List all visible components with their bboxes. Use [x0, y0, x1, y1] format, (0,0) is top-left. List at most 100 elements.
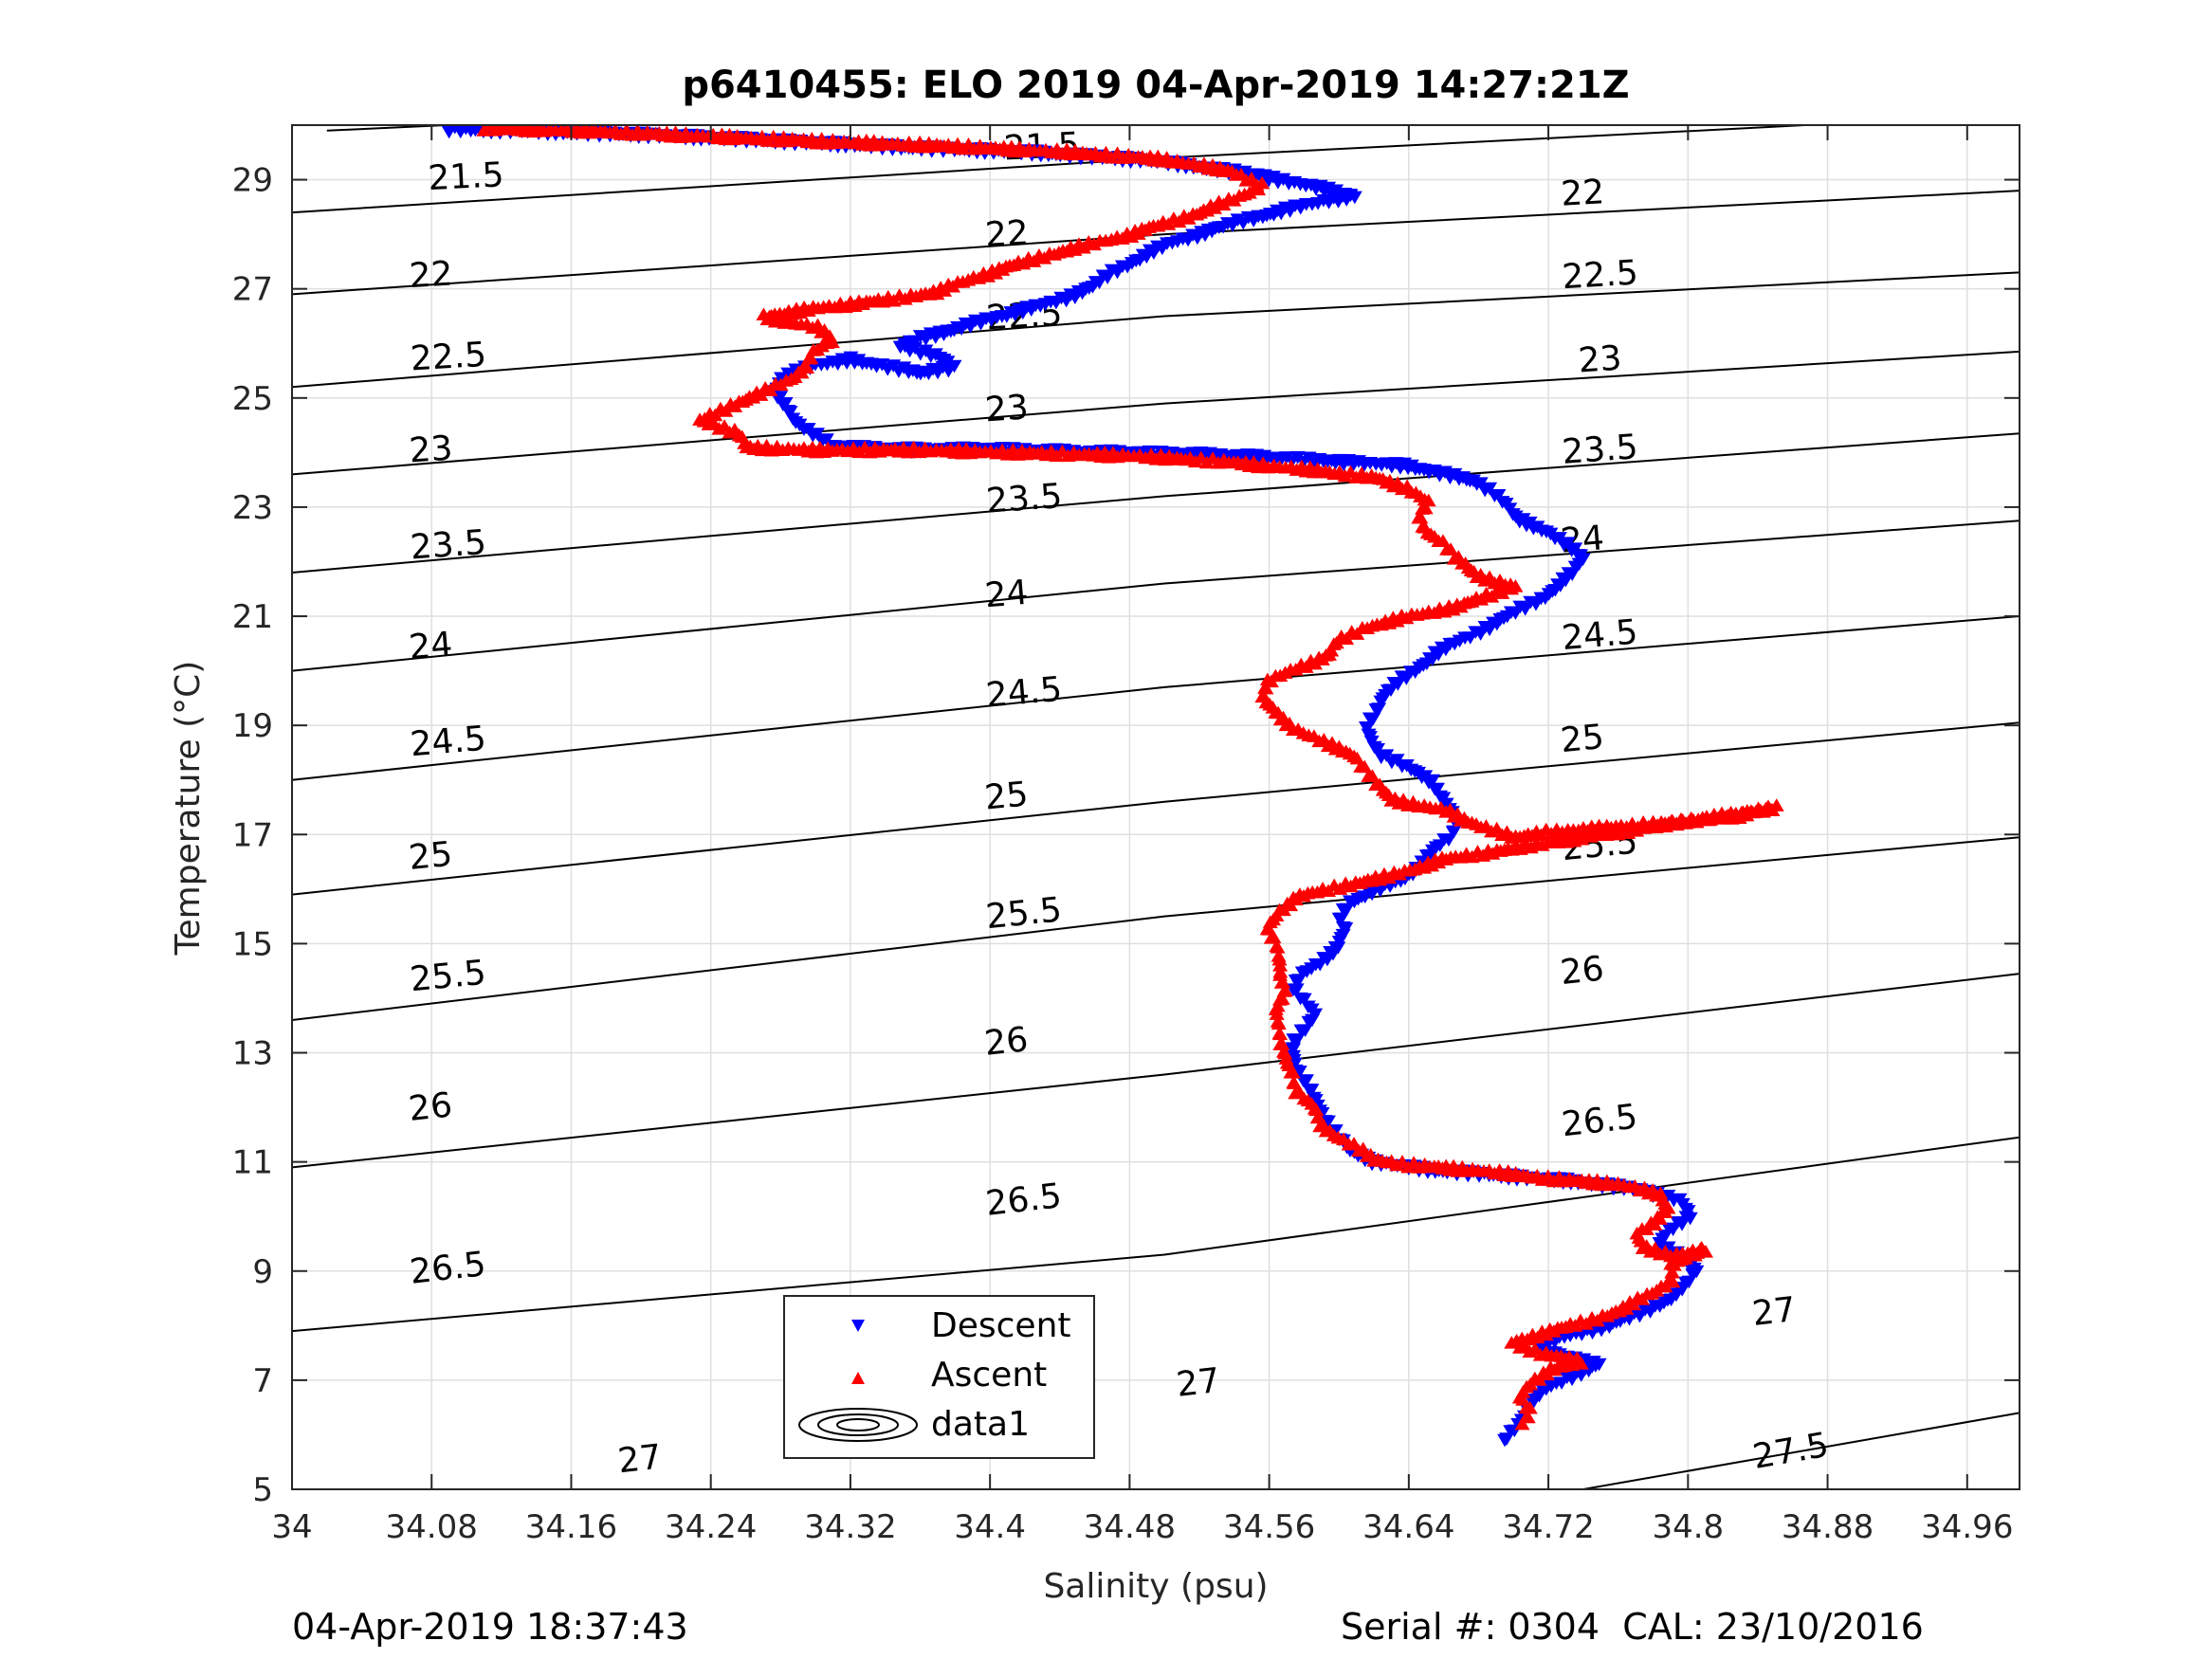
x-tick-label: 34.24: [665, 1508, 757, 1546]
contour-label-26.5: 26.5: [1560, 1098, 1639, 1145]
descent-point: [1482, 482, 1498, 496]
contour-label-24: 24: [408, 625, 454, 667]
descent-point: [1445, 826, 1461, 840]
ascent-point: [1308, 1103, 1325, 1117]
contour-label-24: 24: [983, 574, 1030, 616]
descent-point: [1670, 1216, 1686, 1230]
legend-ascent-label: Ascent: [931, 1356, 1047, 1395]
contour-label-27: 27: [1750, 1290, 1798, 1334]
contour-label-23: 23: [984, 388, 1030, 429]
descent-point: [1685, 1268, 1701, 1282]
density-contour-26.5: [292, 973, 2020, 1169]
footer-timestamp: 04-Apr-2019 18:37:43: [292, 1606, 688, 1648]
descent-point: [1304, 1084, 1320, 1097]
ascent-point: [1259, 672, 1275, 686]
y-tick-label: 21: [232, 598, 273, 636]
contour-label-22.5: 22.5: [1561, 253, 1638, 297]
descent-point: [1379, 749, 1395, 763]
y-tick-label: 13: [232, 1035, 273, 1073]
descent-point: [1477, 621, 1493, 634]
x-tick-label: 34.72: [1502, 1508, 1594, 1546]
contour-label-22: 22: [984, 213, 1030, 255]
contour-label-26.5: 26.5: [408, 1245, 487, 1292]
y-tick-label: 25: [232, 380, 273, 418]
descent-point: [1362, 712, 1378, 726]
descent-point: [1150, 240, 1166, 254]
contour-label-22: 22: [1560, 173, 1605, 214]
contour-label-24.5: 24.5: [1561, 612, 1639, 658]
descent-point: [1289, 983, 1305, 996]
descent-point: [1660, 1241, 1676, 1255]
chart-title: p6410455: ELO 2019 04-Apr-2019 14:27:21Z: [682, 64, 1629, 107]
contour-label-23.5: 23.5: [985, 477, 1064, 521]
contour-label-25: 25: [407, 835, 453, 878]
ascent-point: [1272, 1027, 1289, 1041]
ascent-point: [1270, 940, 1286, 954]
x-tick-label: 34: [271, 1508, 312, 1546]
descent-point: [773, 391, 789, 404]
contour-label-22.5: 22.5: [410, 336, 487, 379]
ascent-point: [1272, 958, 1289, 972]
descent-point: [1288, 975, 1304, 988]
descent-point: [1486, 616, 1502, 630]
ascent-point: [1413, 510, 1429, 524]
descent-point: [1286, 1033, 1302, 1047]
descent-point: [1551, 532, 1567, 545]
contour-label-25.5: 25.5: [984, 890, 1064, 937]
contour-label-23: 23: [408, 429, 453, 471]
legend: Descent Ascent data1: [783, 1295, 1095, 1459]
descent-point: [1104, 264, 1120, 278]
x-tick-label: 34.88: [1782, 1508, 1874, 1546]
density-contour-24: [292, 432, 2020, 574]
descent-point: [1497, 1433, 1513, 1448]
density-contour-23.5: [292, 350, 2020, 476]
x-tick-label: 34.4: [954, 1508, 1026, 1546]
ascent-point: [1257, 681, 1273, 694]
y-tick-label: 9: [252, 1253, 273, 1291]
x-tick-label: 34.56: [1223, 1508, 1315, 1546]
contour-label-23.5: 23.5: [409, 523, 487, 568]
descent-point: [1434, 641, 1450, 655]
contour-label-26.5: 26.5: [984, 1176, 1064, 1224]
x-tick-label: 34.96: [1921, 1508, 2013, 1546]
descent-point: [1294, 966, 1310, 980]
descent-point: [782, 406, 798, 419]
x-tick-label: 34.64: [1362, 1508, 1454, 1546]
descent-point: [1333, 912, 1349, 926]
descent-point: [1360, 721, 1376, 735]
descent-point: [1394, 670, 1410, 684]
contour-label-27: 27: [1175, 1361, 1222, 1405]
descent-point: [1425, 774, 1441, 788]
ascent-point: [1663, 1256, 1679, 1270]
contour-label-27: 27: [616, 1438, 664, 1482]
axes-box: [291, 124, 2020, 1490]
descent-point: [1368, 703, 1384, 717]
descent-point: [1503, 1425, 1519, 1438]
density-contour-24.5: [292, 520, 2020, 672]
y-axis-ticks: 5 7 9 11 13 15 17 19 21 23 25 27 29: [232, 162, 2020, 1509]
descent-point: [1293, 1024, 1309, 1038]
x-tick-label: 34.32: [804, 1508, 896, 1546]
descent-point: [1335, 903, 1351, 917]
contour-label-22: 22: [409, 255, 454, 297]
descent-point: [1291, 1066, 1307, 1079]
x-tick-label: 34.08: [386, 1508, 478, 1546]
ascent-point: [1277, 983, 1293, 997]
contour-label-24.5: 24.5: [409, 720, 487, 765]
density-contour-27: [292, 1136, 2020, 1333]
contour-label-24.5: 24.5: [984, 670, 1063, 716]
descent-point: [1490, 489, 1507, 502]
ascent-point: [1514, 1416, 1530, 1431]
descent-point: [1523, 595, 1539, 610]
descent-point: [1296, 993, 1312, 1007]
ascent-point: [1275, 975, 1291, 989]
y-tick-label: 11: [232, 1144, 273, 1182]
y-axis-label: Temperature (°C): [169, 661, 208, 957]
x-tick-label: 34.48: [1084, 1508, 1176, 1546]
y-tick-label: 19: [232, 707, 273, 745]
contour-label-26: 26: [1559, 949, 1606, 993]
descent-point: [1285, 1043, 1301, 1057]
density-contour-27.5: [1582, 1412, 2020, 1489]
contour-label-25: 25: [1559, 718, 1605, 760]
